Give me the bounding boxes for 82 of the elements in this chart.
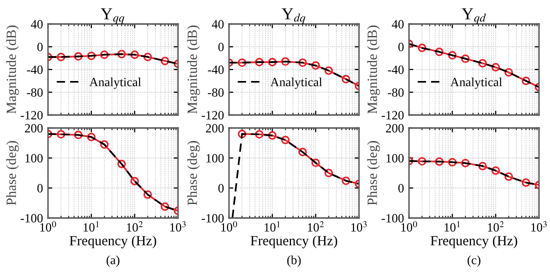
x-axis-title: Frequency (Hz) <box>70 236 156 248</box>
y-tick-label: -40 <box>388 66 404 74</box>
y-tick-label: -120 <box>202 111 224 120</box>
point <box>255 58 264 66</box>
point <box>324 66 333 75</box>
x-tick-label: 10$^{0}$ <box>221 221 238 232</box>
y-tick-label: 100 <box>206 154 224 162</box>
x-tick-label: 10$^{2}$ <box>126 221 143 232</box>
point <box>435 157 444 166</box>
x-axis-title: Frequency (Hz) <box>250 236 338 248</box>
chart-title: Y$_{qd}$ <box>462 8 486 24</box>
y-tick-label: -80 <box>388 88 404 97</box>
point <box>130 176 139 186</box>
point <box>504 172 513 181</box>
point <box>281 136 290 144</box>
point <box>87 132 96 142</box>
point <box>324 168 333 178</box>
point <box>448 158 457 166</box>
y-tick-label: 100 <box>25 154 43 162</box>
point <box>143 190 152 199</box>
x-tick-label: 10$^{1}$ <box>84 221 99 232</box>
y-tick-label: -120 <box>382 111 404 120</box>
y-tick-label: 200 <box>206 124 224 132</box>
point <box>435 48 444 56</box>
y-tick-label: 0 <box>218 42 224 52</box>
point <box>448 51 457 60</box>
x-tick-label: 10$^{1}$ <box>444 221 460 232</box>
y-tick-label: 0 <box>398 184 404 192</box>
text: (b) <box>287 256 301 267</box>
point <box>491 166 500 175</box>
legend-label: Analytical <box>450 78 502 89</box>
y-axis-title: Magnitude (dB) <box>187 26 200 114</box>
text: (a) <box>106 256 120 267</box>
y-tick-label: 200 <box>386 124 404 132</box>
point <box>311 158 320 168</box>
chart-title: Y$_{qq}$ <box>100 8 124 24</box>
y-tick-label: 100 <box>386 154 404 162</box>
point <box>268 58 277 66</box>
point <box>143 52 152 62</box>
x-tick-label: 10$^{2}$ <box>488 221 504 232</box>
y-tick-label: -100 <box>202 214 224 222</box>
point <box>130 50 139 59</box>
y-tick-label: 0 <box>218 184 224 192</box>
y-tick-label: 200 <box>24 124 43 132</box>
point <box>74 52 83 61</box>
y-tick-label: 0 <box>37 184 43 192</box>
point <box>87 52 96 60</box>
x-tick-label: 10$^{3}$ <box>170 221 186 232</box>
text: (c) <box>468 256 480 267</box>
y-tick-label: -120 <box>20 111 43 120</box>
point <box>74 130 83 140</box>
y-tick-label: 40 <box>30 20 43 28</box>
y-tick-label: -100 <box>20 214 43 222</box>
x-tick-label: 10$^{1}$ <box>264 221 280 232</box>
point <box>504 68 513 77</box>
x-tick-label: 10$^{2}$ <box>308 221 324 232</box>
y-tick-label: 40 <box>392 20 404 28</box>
point <box>491 62 500 72</box>
y-axis-title: Magnitude (dB) <box>6 26 19 114</box>
y-axis-title: Phase (deg) <box>6 141 19 206</box>
y-tick-label: 0 <box>37 42 43 52</box>
y-tick-label: -100 <box>382 214 404 222</box>
point <box>268 131 277 140</box>
point <box>311 61 320 70</box>
x-tick-label: 10$^{0}$ <box>40 221 56 232</box>
y-tick-label: -80 <box>208 88 224 97</box>
y-tick-label: 40 <box>212 20 224 28</box>
y-axis-title: Phase (deg) <box>187 141 200 206</box>
x-tick-label: 10$^{0}$ <box>401 221 418 232</box>
y-tick-label: -40 <box>26 66 43 74</box>
legend-label: Analytical <box>270 78 322 89</box>
y-tick-label: 0 <box>398 42 404 52</box>
y-axis-title: Phase (deg) <box>367 141 380 206</box>
y-axis-title: Magnitude (dB) <box>367 26 380 114</box>
y-tick-label: -80 <box>26 88 43 97</box>
x-tick-label: 10$^{3}$ <box>351 221 367 232</box>
y-tick-label: -40 <box>208 66 224 74</box>
point <box>255 130 264 139</box>
legend-label: Analytical <box>89 78 142 89</box>
chart-title: Y$_{dq}$ <box>282 8 306 24</box>
x-axis-title: Frequency (Hz) <box>430 236 518 248</box>
x-tick-label: 10$^{3}$ <box>531 221 547 232</box>
